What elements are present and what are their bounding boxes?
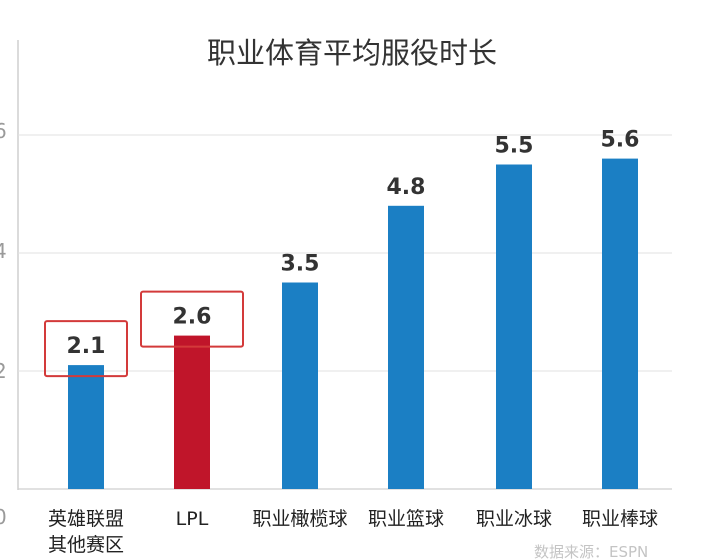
highlight-box: [140, 290, 244, 348]
value-label: 4.8: [387, 175, 426, 200]
category-label: 职业篮球: [368, 508, 444, 530]
value-label: 3.5: [281, 252, 320, 277]
highlight-box: [44, 320, 128, 378]
bar: [602, 158, 638, 489]
category-label: 英雄联盟: [48, 508, 124, 530]
y-tick-fragment: 0: [0, 505, 7, 529]
source-note: 数据来源：ESPN: [534, 543, 648, 560]
chart-title: 职业体育平均服役时长: [207, 36, 497, 70]
bar: [282, 282, 318, 489]
category-label: 职业棒球: [582, 508, 658, 530]
y-tick-fragment: 2: [0, 359, 7, 383]
bar: [496, 164, 532, 489]
category-label: LPL: [176, 508, 209, 530]
y-tick-fragment: 4: [0, 239, 7, 263]
value-label: 5.6: [601, 128, 640, 153]
y-tick-fragment: 6: [0, 119, 7, 143]
value-label: 2.1: [67, 334, 106, 359]
value-label: 2.6: [173, 305, 212, 330]
bar: [174, 335, 210, 489]
category-label: 职业橄榄球: [252, 508, 347, 530]
bar: [68, 365, 104, 489]
category-label: 其他赛区: [48, 534, 124, 556]
category-label: 职业冰球: [476, 508, 552, 530]
bar: [388, 205, 424, 490]
value-label: 5.5: [495, 134, 534, 159]
